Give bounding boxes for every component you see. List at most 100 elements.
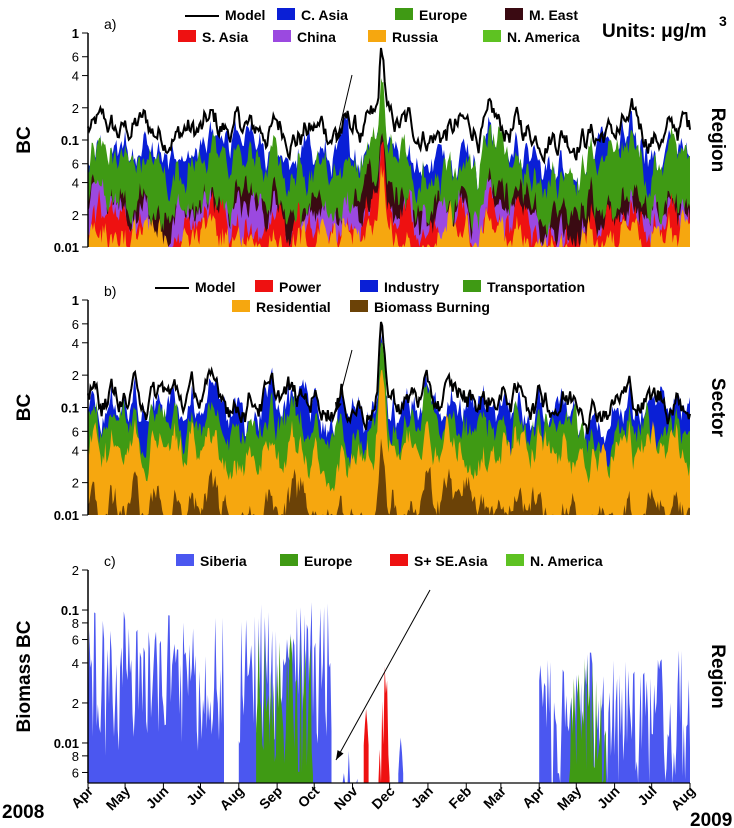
legend-label-residential: Residential [256,299,331,315]
month-label: Jun [143,783,172,812]
model-line [87,47,691,165]
legend-label-model: Model [225,7,265,23]
model-line [87,321,691,435]
year-start-label: 2008 [2,802,44,823]
legend-label-siberia: Siberia [200,553,247,569]
legend-label-c-asia: C. Asia [301,7,348,23]
legend-swatch-china [273,30,291,42]
y-tick-label: 0.01 [54,240,79,255]
legend-label-biomass-burning: Biomass Burning [374,299,490,315]
month-label: May [103,783,134,814]
legend-label-m-east: M. East [529,7,578,23]
y-tick-label: 2 [72,476,79,491]
y-tick-label: 6 [72,633,79,648]
legend-swatch-s-se-asia [390,554,408,566]
month-label: Aug [668,783,699,814]
y-tick-label: 6 [72,424,79,439]
y-axis-label: BC [14,394,35,422]
legend-label-n-america: N. America [530,553,603,569]
annotation-arrowhead [335,402,342,412]
episode-europe-2 [256,634,313,783]
y-tick-label: 8 [72,616,79,631]
y-tick-label: 6 [72,317,79,332]
legend-swatch-transportation [463,280,481,292]
panel-b: 0.01 2 4 6 0.1 2 4 6 1 BC Sector b) Model Power Indust… [14,279,728,523]
panel-label: a) [104,16,116,32]
legend-swatch-europe [395,8,413,20]
legend-label-russia: Russia [392,29,438,45]
legend-label-n-america: N. America [507,29,580,45]
legend-swatch-residential [232,300,250,312]
y-tick-label: 0.01 [54,508,79,523]
month-label: Feb [445,783,474,812]
month-label: Apr [519,782,548,811]
y-tick-label: 0.1 [61,133,79,148]
right-label: Region [707,644,728,708]
month-label: Apr [68,782,97,811]
panel-label: b) [104,283,116,299]
legend-label-transportation: Transportation [487,279,585,295]
y-tick-label: 0.01 [54,736,79,751]
annotation-arrow [335,74,353,144]
units-label: Units: μg/m [602,21,707,42]
legend-label-model: Model [195,279,235,295]
legend: Siberia Europe S+ SE.Asia N. America [176,553,603,569]
month-label: Jul [183,783,209,809]
legend-swatch-n-america [506,554,524,566]
y-tick-label: 2 [72,696,79,711]
legend-swatch-russia [368,30,386,42]
month-label: Oct [295,783,323,811]
y-tick-label: 6 [72,765,79,780]
annotation-arrow [335,349,353,413]
month-label: Mar [480,782,509,811]
x-axis-months: Apr May Jun Jul Aug Sep Oct Nov Dec Jan Feb Mar Apr M… [2,782,732,828]
month-label: Sep [256,783,285,812]
legend: Model C. Asia Europe M. East S. Asia China Rus… [178,7,580,45]
annotation-arrow [335,589,431,761]
y-tick-label: 2 [72,563,79,578]
legend-swatch-s-asia [178,30,196,42]
legend-label-power: Power [279,279,322,295]
legend-label-s-se-asia: S+ SE.Asia [414,553,488,569]
y-tick-label: 1 [72,293,79,308]
y-tick-label: 4 [72,69,79,84]
y-tick-label: 6 [72,50,79,65]
episode-s-se-asia-5 [378,666,390,783]
legend-label-china: China [297,29,336,45]
legend-swatch-n-america [483,30,501,42]
y-tick-label: 4 [72,336,79,351]
legend: Model Power Industry Transportation Resident… [155,279,585,315]
area-china [88,143,690,247]
episode-europe-8 [568,658,606,783]
legend-label-s-asia: S. Asia [202,29,248,45]
month-label: Nov [331,783,361,813]
y-tick-label: 4 [72,656,79,671]
panel-a: 0.01 2 4 6 0.1 2 4 6 1 BC Region a) Model C. Asia Euro… [14,7,728,255]
legend-swatch-m-east [505,8,523,20]
y-tick-label: 2 [72,101,79,116]
legend-swatch-biomass-burning [350,300,368,312]
annotation-arrowhead [336,750,344,760]
month-label: Aug [216,783,247,814]
area-russia [88,164,690,247]
legend-swatch-europe [280,554,298,566]
episode-s-se-asia-4 [363,709,369,783]
year-end-label: 2009 [690,810,732,828]
y-axis-label: BC [14,126,35,154]
month-label: Jan [408,783,436,811]
y-tick-label: 0.1 [61,401,79,416]
month-label: May [554,783,585,814]
panel-label: c) [104,553,116,569]
month-label: Jul [634,783,660,809]
episode-siberia-7 [539,650,690,783]
month-label: Dec [368,783,398,813]
legend-label-europe: Europe [419,7,467,23]
y-tick-label: 4 [72,176,79,191]
month-label: Jun [594,783,623,812]
y-axis-label: Biomass BC [14,620,35,732]
y-tick-label: 0.1 [61,603,79,618]
episode-siberia-0 [88,611,224,783]
legend-swatch-c-asia [277,8,295,20]
y-tick-label: 2 [72,368,79,383]
